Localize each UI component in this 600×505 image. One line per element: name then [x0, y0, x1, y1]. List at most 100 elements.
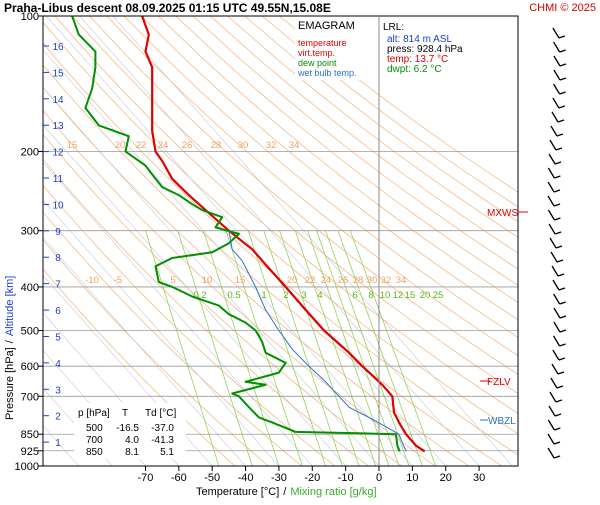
- altitude-tick-label: 13: [52, 121, 64, 132]
- altitude-tick-label: 2: [55, 412, 61, 423]
- pressure-tick-label: 1000: [15, 461, 39, 473]
- table-row-td: -41.3: [151, 435, 174, 446]
- dry-adiabat-label: 30: [367, 275, 378, 286]
- temperature-tick-label: -10: [338, 472, 354, 484]
- temperature-tick-label: -20: [304, 472, 320, 484]
- dry-adiabat-label: 30: [238, 140, 249, 151]
- table-header-t: T: [122, 408, 128, 419]
- legend: EMAGRAM temperature virt.temp. dew point…: [295, 17, 370, 80]
- temperature-tick-label: -40: [238, 472, 254, 484]
- temperature-tick-label: 10: [406, 472, 418, 484]
- table-header-td: Td [°C]: [145, 408, 176, 419]
- mixing-ratio-label: 2: [283, 290, 288, 301]
- dry-adiabat-label: 32: [266, 140, 277, 151]
- altitude-tick-label: 16: [52, 42, 64, 53]
- pressure-tick-label: 500: [21, 326, 39, 338]
- altitude-tick-label: 5: [55, 333, 61, 344]
- dry-adiabat-label: 24: [158, 140, 169, 151]
- pressure-tick-label: 925: [21, 446, 39, 458]
- legend-item-temperature: temperature: [298, 38, 347, 48]
- table-row-p: 500: [86, 423, 103, 434]
- dry-adiabat-label: 26: [338, 275, 349, 286]
- temperature-tick-label: -50: [204, 472, 220, 484]
- lrl-title: LRL:: [383, 22, 404, 33]
- altitude-tick-label: 1: [55, 438, 61, 449]
- mxws-label: MXWS: [487, 208, 518, 219]
- mixing-ratio-label: 15: [405, 290, 416, 301]
- mixing-ratio-label: 20: [420, 290, 431, 301]
- pressure-tick-label: 400: [21, 282, 39, 294]
- altitude-tick-label: 14: [52, 95, 64, 106]
- dry-adiabat-label: 15: [67, 140, 78, 151]
- dry-adiabat-label: -5: [114, 275, 122, 286]
- y-axis-altitude-label: Altitude [km]: [4, 276, 16, 337]
- mixing-ratio-label: 1: [261, 290, 266, 301]
- mixing-ratio-label: 25: [433, 290, 444, 301]
- table-row-t: 4.0: [125, 435, 139, 446]
- table-row-p: 850: [86, 447, 103, 458]
- altitude-tick-label: 12: [52, 148, 64, 159]
- temperature-tick-label: -70: [138, 472, 154, 484]
- mixing-ratio-label: 6: [352, 290, 357, 301]
- altitude-tick-label: 11: [53, 174, 64, 185]
- dry-adiabat-label: 20: [115, 140, 126, 151]
- mixing-ratio-label: 3: [301, 290, 306, 301]
- copyright-link[interactable]: CHMI © 2025: [529, 2, 596, 14]
- altitude-tick-label: 15: [52, 68, 64, 79]
- table-row-td: -37.0: [151, 423, 174, 434]
- temperature-tick-label: 0: [376, 472, 382, 484]
- dry-adiabat-label: 34: [289, 140, 300, 151]
- dry-adiabat-label: 26: [182, 140, 193, 151]
- lrl-dewpoint: dwpt: 6.2 °C: [387, 64, 442, 75]
- pressure-tick-label: 300: [21, 226, 39, 238]
- temperature-tick-label: 20: [440, 472, 452, 484]
- wbzl-label: WBZL: [488, 416, 516, 427]
- altitude-tick-label: 8: [55, 253, 61, 264]
- altitude-tick-label: 3: [55, 385, 61, 396]
- mixing-ratio-label: 12: [393, 290, 404, 301]
- dry-adiabat-label: -10: [85, 275, 99, 286]
- x-axis-label: Temperature [°C]/Mixing ratio [g/kg]: [196, 486, 377, 498]
- dry-adiabat-label: 24: [321, 275, 332, 286]
- dry-adiabat-label: 28: [211, 140, 222, 151]
- legend-title: EMAGRAM: [298, 20, 355, 32]
- legend-item-virt-temp: virt.temp.: [298, 48, 335, 58]
- mixing-ratio-label: 0.5: [227, 290, 240, 301]
- dry-adiabat-label: 34: [396, 275, 407, 286]
- dry-adiabat-label: 10: [202, 275, 213, 286]
- altitude-tick-label: 4: [55, 359, 61, 370]
- y-axis-pressure-label: Pressure [hPa]: [4, 347, 16, 420]
- altitude-tick-label: 6: [55, 306, 61, 317]
- temperature-tick-label: -30: [271, 472, 287, 484]
- pressure-tick-label: 600: [21, 361, 39, 373]
- mixing-ratio-label: 10: [380, 290, 391, 301]
- temperature-tick-label: 30: [473, 472, 485, 484]
- table-header-p: p [hPa]: [78, 408, 110, 419]
- dry-adiabat-label: 15: [235, 275, 246, 286]
- x-axis-temperature-label: Temperature [°C]: [196, 486, 279, 498]
- legend-item-dew-point: dew point: [298, 58, 337, 68]
- altitude-tick-label: 10: [52, 200, 64, 211]
- temperature-tick-label: -60: [171, 472, 187, 484]
- fzlv-label: FZLV: [487, 377, 511, 388]
- dry-adiabat-label: 28: [353, 275, 364, 286]
- altitude-tick-label: 9: [55, 227, 61, 238]
- mixing-ratio-label: 8: [368, 290, 373, 301]
- dry-adiabat-label: 22: [305, 275, 316, 286]
- dry-adiabat-label: 5: [170, 275, 175, 286]
- table-row-td: 5.1: [160, 447, 174, 458]
- table-row-t: 8.1: [125, 447, 139, 458]
- chart-title: Praha-Libus descent 08.09.2025 01:15 UTC…: [4, 1, 331, 15]
- table-row-t: -16.5: [116, 423, 139, 434]
- table-row-p: 700: [86, 435, 103, 446]
- pressure-tick-label: 200: [21, 147, 39, 159]
- pressure-tick-label: 850: [21, 429, 39, 441]
- pressure-tick-label: 700: [21, 391, 39, 403]
- dry-adiabat-label: 32: [381, 275, 392, 286]
- mixing-ratio-label: 4: [317, 290, 322, 301]
- x-axis-mixing-label: Mixing ratio [g/kg]: [290, 486, 376, 498]
- lrl-info-box: LRL: alt: 814 m ASL press: 928.4 hPa tem…: [380, 17, 470, 80]
- legend-item-wet-bulb: wet bulb temp.: [297, 68, 357, 78]
